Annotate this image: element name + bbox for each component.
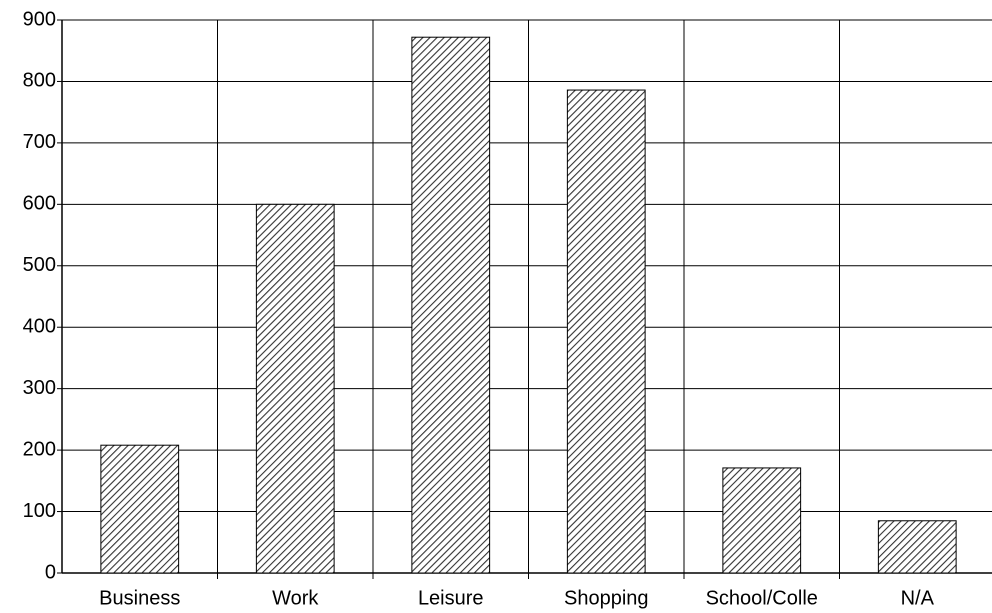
bar — [722, 467, 802, 574]
bar — [100, 444, 180, 574]
y-tick-label: 700 — [23, 131, 56, 153]
y-tick-label: 200 — [23, 438, 56, 460]
x-tick-label: Business — [99, 587, 180, 609]
bar — [255, 203, 335, 574]
y-tick-label: 0 — [45, 561, 56, 583]
y-tick-label: 800 — [23, 70, 56, 92]
y-tick-label: 600 — [23, 193, 56, 215]
x-tick-label: N/A — [901, 587, 935, 609]
x-tick-label: Shopping — [564, 587, 649, 609]
y-tick-label: 100 — [23, 500, 56, 522]
x-tick-label: Leisure — [418, 587, 484, 609]
x-tick-label: School/Colle — [706, 587, 818, 609]
y-tick-label: 500 — [23, 254, 56, 276]
x-tick-label: Work — [272, 587, 319, 609]
y-tick-label: 400 — [23, 316, 56, 338]
bar — [566, 89, 646, 574]
bar — [877, 520, 957, 574]
y-tick-label: 900 — [23, 8, 56, 30]
bar — [411, 36, 491, 574]
y-tick-label: 300 — [23, 377, 56, 399]
